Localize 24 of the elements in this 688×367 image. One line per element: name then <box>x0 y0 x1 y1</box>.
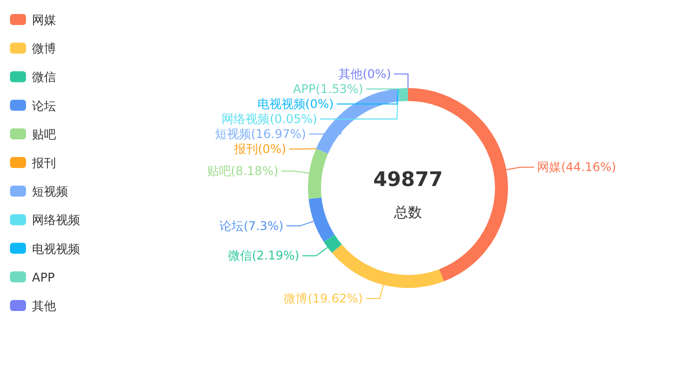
data-label: 网媒(44.16%) <box>537 160 616 174</box>
data-label: 网络视频(0.05%) <box>222 112 318 126</box>
text: 总数 <box>393 205 422 221</box>
data-label: 微博(19.62%) <box>284 291 363 306</box>
data-label: 论坛(7.3%) <box>220 218 284 233</box>
data-label: 微信(2.19%) <box>228 248 300 263</box>
legend-label: 网媒 <box>32 13 56 27</box>
legend-label: 论坛 <box>32 98 56 113</box>
legend-label: 其他 <box>32 299 56 313</box>
data-label: APP(1.53%) <box>292 82 364 96</box>
legend-label: 网络视频 <box>32 213 80 228</box>
legend-label: 微博 <box>32 42 56 56</box>
legend-label: 贴吧 <box>32 127 56 142</box>
data-label: 短视频(16.97%) <box>214 127 306 141</box>
text: 报刊(0%) <box>234 142 286 156</box>
text: 电视视频(0%) <box>257 97 334 111</box>
legend-label: 报刊 <box>31 156 56 170</box>
text: 其他(0%) <box>338 67 391 81</box>
legend-label: 短视频 <box>32 184 68 199</box>
legend-label: 微信 <box>32 70 56 84</box>
text: 49877 <box>373 167 443 191</box>
legend-label: 电视视频 <box>32 242 80 256</box>
legend-label: APP <box>32 270 55 284</box>
data-label: 贴吧(8.18%) <box>206 164 278 178</box>
